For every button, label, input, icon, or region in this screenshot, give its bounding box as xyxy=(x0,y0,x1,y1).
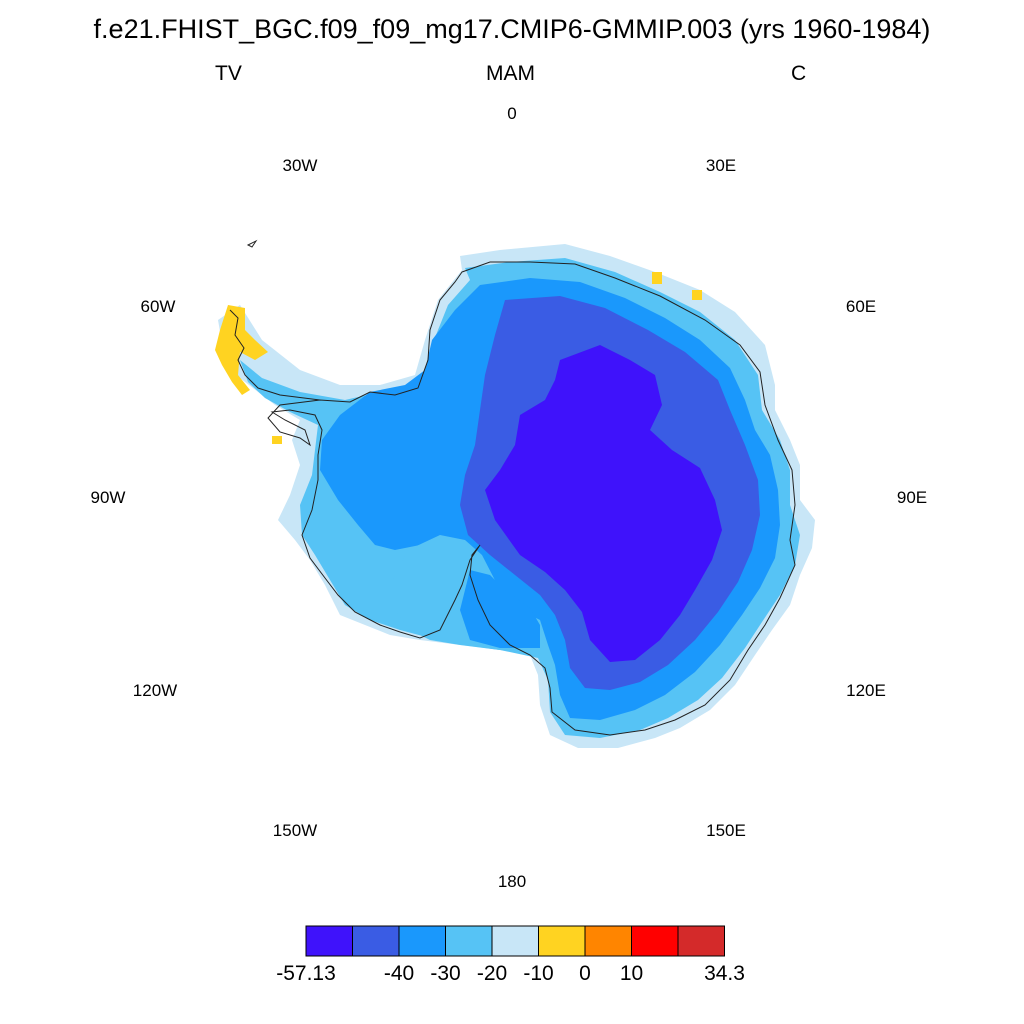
field-level-0-spot-a xyxy=(272,436,282,444)
lon-label-60e: 60E xyxy=(845,297,877,316)
lon-label-0: 0 xyxy=(507,104,517,123)
field-level-0-spot-b xyxy=(652,272,662,284)
variable-label: TV xyxy=(215,62,242,85)
lon-label-30w: 30W xyxy=(282,156,318,175)
plot-title: f.e21.FHIST_BGC.f09_f09_mg17.CMIP6-GMMIP… xyxy=(93,14,931,44)
colorbar-label: 10 xyxy=(619,962,644,985)
colorbar-label: 0 xyxy=(579,962,591,985)
lon-label-120e: 120E xyxy=(846,681,886,700)
lon-label-30e: 30E xyxy=(705,156,737,175)
field-ross-inner xyxy=(460,570,540,648)
colorbar-label: -40 xyxy=(383,962,415,985)
colorbar-label: -57.13 xyxy=(276,962,336,985)
colorbar-label: 34.3 xyxy=(704,962,745,985)
lon-label-90e: 90E xyxy=(896,488,928,507)
lon-label-150e: 150E xyxy=(706,821,746,840)
lon-label-180: 180 xyxy=(497,872,527,891)
lon-label-120w: 120W xyxy=(132,681,178,700)
field-level-0-peninsula xyxy=(215,305,268,395)
field-level-minus57 xyxy=(485,345,722,662)
lon-label-150w: 150W xyxy=(272,821,318,840)
lon-label-60w: 60W xyxy=(140,297,176,316)
units-label: C xyxy=(791,62,807,85)
lon-label-90w: 90W xyxy=(90,488,126,507)
colorbar-label: -30 xyxy=(430,962,461,985)
island-outline xyxy=(246,239,258,248)
coastline xyxy=(267,261,796,736)
colorbar-label: -20 xyxy=(476,962,508,985)
season-label: MAM xyxy=(486,62,535,85)
peninsula-coast xyxy=(229,309,321,401)
field-level-0-spot-c xyxy=(692,290,702,300)
colorbar-label: -10 xyxy=(523,962,554,985)
